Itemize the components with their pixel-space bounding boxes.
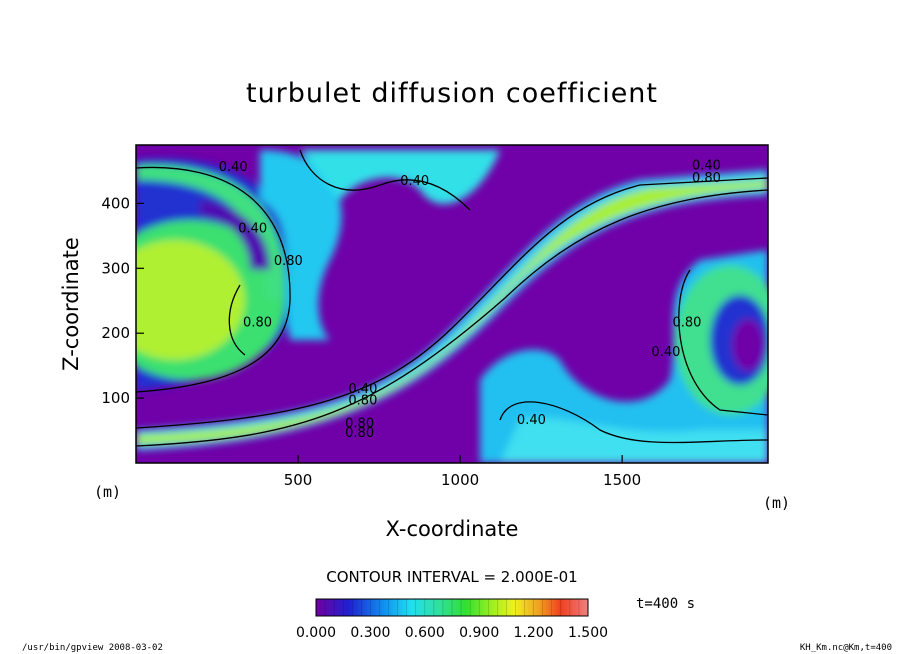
y-tick-label: 400	[101, 194, 130, 212]
contour-label: 0.80	[345, 426, 374, 441]
colorbar	[315, 598, 589, 617]
colorbar-tick-labels: 0.000 0.300 0.600 0.900 1.200 1.500	[296, 625, 608, 641]
x-axis-label: X-coordinate	[386, 517, 519, 541]
x-tick-label: 1500	[603, 471, 641, 489]
y-tick-label: 200	[101, 324, 130, 342]
colorbar-tick-label: 1.500	[568, 625, 608, 641]
footer-right: KH_Km.nc@Km,t=400	[800, 643, 892, 653]
y-axis-label: Z-coordinate	[59, 237, 83, 371]
contour-label: 0.40	[400, 174, 429, 189]
heatmap-field	[136, 145, 768, 463]
contour-label: 0.80	[345, 416, 374, 431]
contour-label: 0.40	[692, 159, 721, 174]
y-tick-label: 100	[101, 389, 130, 407]
contour-label: 0.80	[348, 394, 377, 409]
colorbar-divisions	[324, 599, 580, 616]
colorbar-tick-label: 1.200	[514, 625, 554, 641]
contour-label: 0.80	[243, 316, 272, 331]
contour-label: 0.80	[692, 171, 721, 186]
x-axis-ticks: 500 1000 1500	[284, 455, 641, 489]
contour-label: 0.40	[651, 345, 680, 360]
x-tick-label: 500	[284, 471, 313, 489]
chart-title: turbulet diffusion coefficient	[246, 78, 658, 109]
colorbar-tick-label: 0.000	[296, 625, 336, 641]
contour-label: 0.80	[672, 316, 701, 331]
footer-left: /usr/bin/gpview 2008-03-02	[22, 643, 163, 653]
contour-interval-text: CONTOUR INTERVAL = 2.000E-01	[326, 568, 577, 586]
colorbar-tick-label: 0.300	[350, 625, 390, 641]
x-tick-label: 1000	[441, 471, 479, 489]
y-unit-label: (m)	[94, 483, 121, 501]
contour-label: 0.40	[219, 160, 248, 175]
contour-label: 0.40	[517, 413, 546, 428]
colorbar-tick-label: 0.900	[459, 625, 499, 641]
contour-label: 0.80	[274, 254, 303, 269]
colorbar-tick-label: 0.600	[405, 625, 445, 641]
contour-labels: 0.400.400.400.800.800.400.800.800.400.40…	[219, 159, 721, 441]
plot-frame	[135, 144, 769, 464]
time-label: t=400 s	[636, 596, 695, 612]
contour-label: 0.40	[348, 382, 377, 397]
x-unit-label: (m)	[763, 494, 790, 512]
y-axis-ticks: 100 200 300 400	[101, 194, 144, 407]
y-tick-label: 300	[101, 259, 130, 277]
contour-label: 0.40	[238, 222, 267, 237]
